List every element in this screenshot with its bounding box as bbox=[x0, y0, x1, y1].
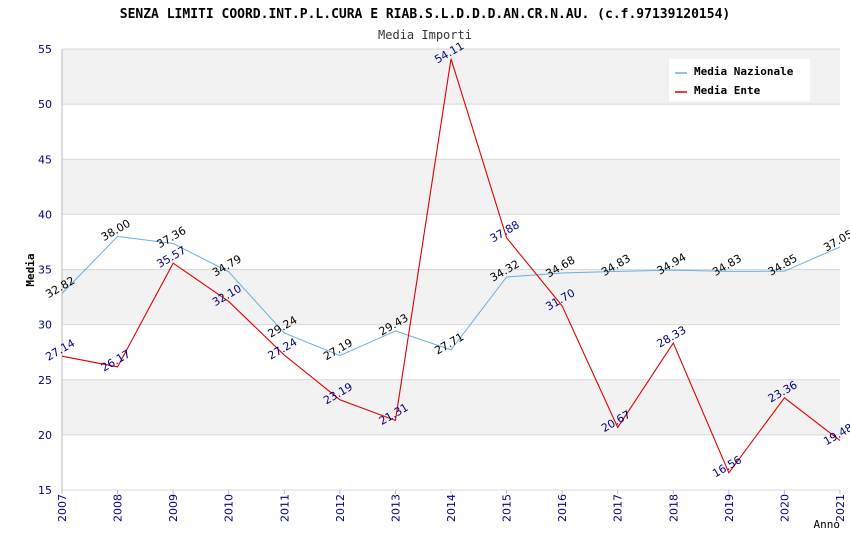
grid-band bbox=[62, 104, 840, 160]
x-tick-label: 2009 bbox=[167, 494, 180, 522]
x-tick-label: 2011 bbox=[278, 494, 291, 522]
y-axis: 15 20 25 30 35 40 45 50 55 bbox=[38, 43, 52, 497]
x-tick-label: 2021 bbox=[834, 494, 847, 522]
x-tick-label: 2017 bbox=[612, 494, 625, 522]
x-tick-label: 2008 bbox=[112, 494, 125, 522]
y-tick-label: 50 bbox=[38, 98, 52, 111]
chart-title: SENZA LIMITI COORD.INT.P.L.CURA E RIAB.S… bbox=[120, 7, 730, 22]
x-axis-label: Anno bbox=[814, 518, 841, 531]
legend-box bbox=[669, 59, 810, 101]
y-tick-label: 40 bbox=[38, 208, 52, 221]
x-tick-label: 2007 bbox=[56, 494, 69, 522]
y-tick-label: 45 bbox=[38, 153, 52, 166]
grid-band bbox=[62, 159, 840, 215]
y-tick-label: 20 bbox=[38, 429, 52, 442]
plot-background bbox=[62, 49, 840, 490]
legend-label-nazionale: Media Nazionale bbox=[694, 65, 794, 78]
y-tick-label: 25 bbox=[38, 374, 52, 387]
x-tick-label: 2013 bbox=[389, 494, 402, 522]
x-axis: 2007 2008 2009 2010 2011 2012 2013 2014 2015 2016… bbox=[56, 490, 847, 522]
y-tick-label: 35 bbox=[38, 264, 52, 277]
series-line-nazionale bbox=[61, 235, 841, 357]
series-lines bbox=[61, 58, 841, 474]
x-tick-label: 2010 bbox=[223, 494, 236, 522]
x-tick-label: 2012 bbox=[334, 494, 347, 522]
grid-band bbox=[62, 324, 840, 380]
x-tick-label: 2020 bbox=[778, 494, 791, 522]
grid-band bbox=[62, 269, 840, 325]
x-tick-label: 2015 bbox=[501, 494, 514, 522]
y-tick-label: 30 bbox=[38, 319, 52, 332]
y-axis-label: Media bbox=[24, 253, 37, 286]
grid-band bbox=[62, 214, 840, 270]
x-tick-label: 2018 bbox=[667, 494, 680, 522]
grid-band bbox=[62, 434, 840, 490]
legend-label-ente: Media Ente bbox=[694, 84, 761, 97]
legend: Media Nazionale Media Ente bbox=[669, 59, 810, 101]
grid-band bbox=[62, 379, 840, 435]
chart-subtitle: Media Importi bbox=[378, 28, 472, 42]
y-tick-label: 55 bbox=[38, 43, 52, 56]
x-tick-label: 2014 bbox=[445, 494, 458, 522]
x-tick-label: 2016 bbox=[556, 494, 569, 522]
x-tick-label: 2019 bbox=[723, 494, 736, 522]
series-line-ente bbox=[61, 58, 841, 474]
y-tick-label: 15 bbox=[38, 484, 52, 497]
